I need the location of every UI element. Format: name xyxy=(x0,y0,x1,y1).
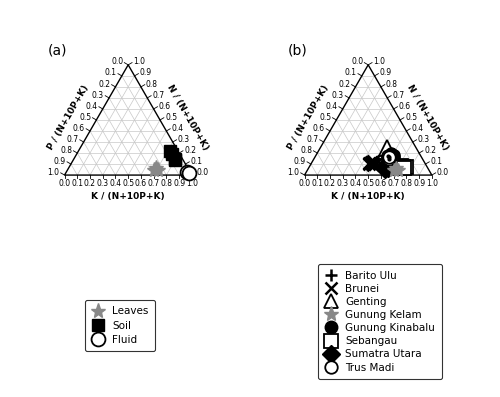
Text: 0.2: 0.2 xyxy=(324,179,336,189)
Text: 0.7: 0.7 xyxy=(152,91,164,100)
Text: 0.2: 0.2 xyxy=(424,146,436,155)
Text: 1.0: 1.0 xyxy=(373,58,385,66)
Text: 0.0: 0.0 xyxy=(111,58,123,66)
Text: 0.9: 0.9 xyxy=(413,179,425,189)
Text: 0.7: 0.7 xyxy=(306,135,318,144)
Text: 0.6: 0.6 xyxy=(73,123,85,133)
Text: 0.9: 0.9 xyxy=(380,68,392,77)
Text: 0.6: 0.6 xyxy=(398,102,411,110)
Text: 1.0: 1.0 xyxy=(426,179,438,189)
Text: 0.8: 0.8 xyxy=(146,79,158,89)
Text: 0.1: 0.1 xyxy=(312,179,324,189)
Text: 0.5: 0.5 xyxy=(405,113,417,121)
Legend: Leaves, Soil, Fluid: Leaves, Soil, Fluid xyxy=(85,300,155,351)
Text: 0.6: 0.6 xyxy=(313,123,325,133)
Text: P / (N+10P+K): P / (N+10P+K) xyxy=(286,83,331,151)
Text: 1.0: 1.0 xyxy=(186,179,198,189)
Text: 0.1: 0.1 xyxy=(430,157,442,166)
Text: 1.0: 1.0 xyxy=(48,168,60,177)
Text: 0.5: 0.5 xyxy=(79,113,92,121)
Text: 0.7: 0.7 xyxy=(392,91,404,100)
Text: 0.7: 0.7 xyxy=(66,135,78,144)
Text: 0.3: 0.3 xyxy=(418,135,430,144)
Text: 0.1: 0.1 xyxy=(345,68,357,77)
Text: 0.3: 0.3 xyxy=(336,179,349,189)
Text: 0.0: 0.0 xyxy=(197,168,209,177)
Text: 0.2: 0.2 xyxy=(84,179,96,189)
Text: 0.1: 0.1 xyxy=(190,157,202,166)
Text: 0.9: 0.9 xyxy=(294,157,306,166)
Text: N / (N+10P+K): N / (N+10P+K) xyxy=(166,83,210,152)
Text: 0.2: 0.2 xyxy=(184,146,196,155)
Text: 1.0: 1.0 xyxy=(288,168,300,177)
Text: 0.6: 0.6 xyxy=(135,179,147,189)
Text: 0.4: 0.4 xyxy=(110,179,122,189)
Text: 0.9: 0.9 xyxy=(173,179,185,189)
Text: 0.5: 0.5 xyxy=(362,179,374,189)
Text: 0.2: 0.2 xyxy=(98,79,110,89)
Text: 0.4: 0.4 xyxy=(350,179,362,189)
Text: 0.0: 0.0 xyxy=(437,168,449,177)
Text: 0.8: 0.8 xyxy=(386,79,398,89)
Text: (b): (b) xyxy=(288,43,308,57)
Text: 0.5: 0.5 xyxy=(122,179,134,189)
Text: 0.8: 0.8 xyxy=(60,146,72,155)
Text: 0.5: 0.5 xyxy=(165,113,177,121)
Text: 0.7: 0.7 xyxy=(148,179,160,189)
Text: 0.7: 0.7 xyxy=(388,179,400,189)
Legend: Barito Ulu, Brunei, Genting, Gunung Kelam, Gunung Kinabalu, Sebangau, Sumatra Ut: Barito Ulu, Brunei, Genting, Gunung Kela… xyxy=(318,264,442,379)
Text: 0.0: 0.0 xyxy=(58,179,70,189)
Text: 0.4: 0.4 xyxy=(326,102,338,110)
Text: 0.5: 0.5 xyxy=(319,113,332,121)
Text: 0.0: 0.0 xyxy=(351,58,363,66)
Text: 0.8: 0.8 xyxy=(160,179,172,189)
Text: 0.9: 0.9 xyxy=(140,68,151,77)
Text: 0.3: 0.3 xyxy=(92,91,104,100)
Text: 0.4: 0.4 xyxy=(172,123,183,133)
Text: 0.4: 0.4 xyxy=(86,102,98,110)
Text: 0.1: 0.1 xyxy=(72,179,84,189)
Text: 0.8: 0.8 xyxy=(300,146,312,155)
Text: K / (N+10P+K): K / (N+10P+K) xyxy=(92,192,165,200)
Text: 0.3: 0.3 xyxy=(96,179,109,189)
Text: 0.1: 0.1 xyxy=(105,68,117,77)
Text: (a): (a) xyxy=(48,43,68,57)
Text: 0.9: 0.9 xyxy=(54,157,66,166)
Text: 0.8: 0.8 xyxy=(400,179,412,189)
Text: 1.0: 1.0 xyxy=(133,58,145,66)
Text: 0.6: 0.6 xyxy=(158,102,171,110)
Text: 0.2: 0.2 xyxy=(338,79,350,89)
Text: 0.4: 0.4 xyxy=(412,123,424,133)
Text: P / (N+10P+K): P / (N+10P+K) xyxy=(46,83,90,151)
Text: N / (N+10P+K): N / (N+10P+K) xyxy=(406,83,450,152)
Text: K / (N+10P+K): K / (N+10P+K) xyxy=(332,192,405,200)
Text: 0.3: 0.3 xyxy=(178,135,190,144)
Text: 0.0: 0.0 xyxy=(298,179,310,189)
Text: 0.3: 0.3 xyxy=(332,91,344,100)
Text: 0.6: 0.6 xyxy=(375,179,387,189)
